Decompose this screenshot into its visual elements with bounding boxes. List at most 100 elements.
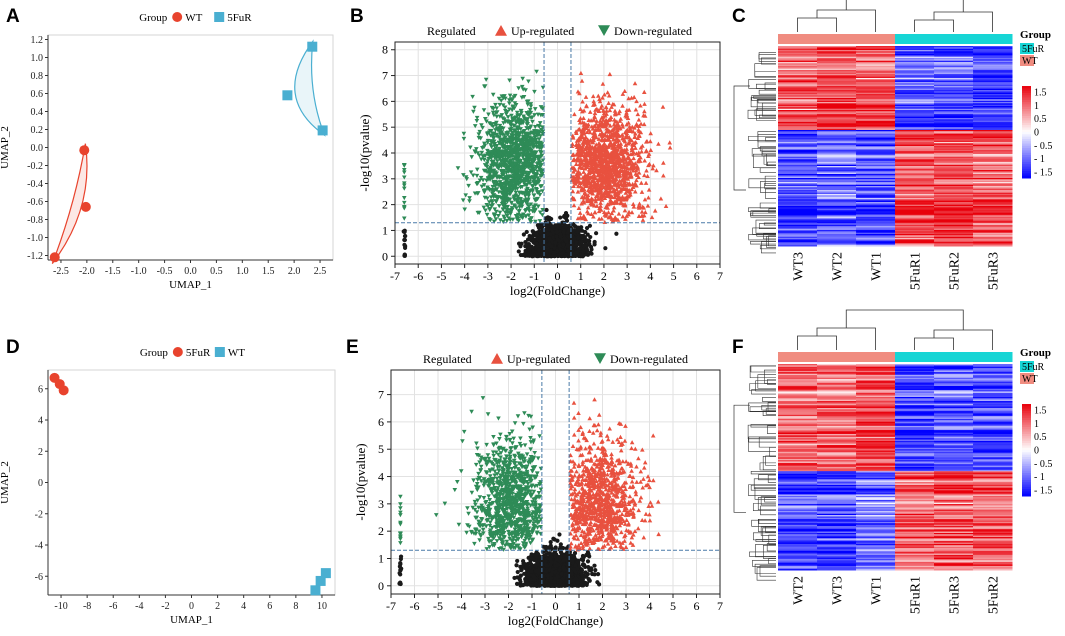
group-annotation-cell (856, 34, 896, 44)
panel-label-b: B (350, 6, 364, 27)
up-regulated-point (642, 122, 647, 126)
ns-point (573, 224, 577, 228)
data-point-square (318, 125, 328, 135)
ns-point (544, 208, 548, 212)
up-regulated-point (572, 203, 577, 207)
ns-point (555, 230, 559, 234)
down-regulated-point (508, 94, 513, 98)
cluster-hull (52, 144, 87, 264)
ns-point (562, 214, 566, 218)
volcano-chart-b: -7 -6 -5 -4 -3 -2 -1 0 1 2 3 4 5 6 7012345678log2(Fold… (357, 24, 723, 298)
legend-entry-down: Down-regulated (614, 24, 692, 38)
heatmap-c: WT3 WT2 WT1 5FuR1 5FuR2 5FuR3Group5FuRWT1.510… (734, 0, 1052, 290)
up-regulated-point (591, 94, 596, 98)
up-regulated-point (656, 142, 661, 146)
data-point-circle (81, 202, 91, 212)
legend-title: Regulated (427, 24, 476, 38)
up-regulated-point (637, 117, 642, 121)
x-tick-label: -2.0 (79, 266, 95, 277)
ns-point (585, 238, 589, 242)
x-axis-title: UMAP_1 (169, 279, 212, 291)
y-tick-label: 8 (382, 43, 388, 57)
data-point-circle (79, 145, 89, 155)
ns-point (580, 240, 584, 244)
down-regulated-point (538, 193, 543, 197)
ns-point (558, 224, 562, 228)
x-tick-label: 2 (601, 269, 607, 283)
x-tick-label: -1.5 (105, 266, 121, 277)
up-regulated-point (604, 105, 609, 109)
up-regulated-point (638, 103, 643, 107)
x-tick-label: 0.0 (184, 266, 197, 277)
up-regulated-point (634, 107, 639, 111)
down-regulated-point (469, 155, 474, 159)
data-point-square (282, 90, 292, 100)
down-regulated-point (471, 110, 476, 114)
y-axis-title: -log10(pvalue) (357, 114, 372, 191)
down-regulated-point (475, 119, 480, 123)
data-point-square (307, 42, 317, 52)
ns-point (574, 243, 578, 247)
plot-frame (48, 35, 333, 260)
down-regulated-point (541, 86, 546, 90)
ns-point (544, 250, 548, 254)
ns-point (548, 237, 552, 241)
legend-entry-up: Up-regulated (511, 24, 574, 38)
up-regulated-point (579, 71, 584, 75)
ns-point (522, 232, 526, 236)
up-regulated-point (637, 202, 642, 206)
ns-point (593, 240, 597, 244)
column-dendrogram-branch (934, 12, 993, 32)
down-regulated-point (482, 190, 487, 194)
y-tick-label: 0.8 (31, 71, 44, 82)
down-regulated-point (501, 121, 506, 125)
down-regulated-point (402, 187, 407, 191)
y-tick-label: -0.4 (27, 179, 43, 190)
ns-point (566, 228, 570, 232)
down-regulated-point (477, 154, 482, 158)
x-tick-label: -3 (483, 269, 493, 283)
figure: A B C D E F -2.5 -2.0 -1.5 -1.0 -0.5 0.0 0.5 1.… (0, 0, 1065, 636)
up-regulated-point (613, 215, 618, 219)
x-tick-label: 1.5 (262, 266, 275, 277)
x-tick-label: 2.5 (314, 266, 327, 277)
down-regulated-point (471, 174, 476, 178)
up-regulated-point (622, 89, 627, 93)
up-regulated-point (633, 81, 638, 85)
data-point-circle (50, 252, 60, 262)
group-annotation-cell (934, 34, 974, 44)
up-regulated-point (631, 156, 636, 160)
y-tick-label: 0 (382, 249, 388, 263)
panel-label-a: A (6, 6, 20, 27)
cluster-hull (295, 41, 325, 135)
x-tick-label: 3 (624, 269, 630, 283)
up-regulated-point (641, 218, 646, 222)
up-regulated-point (661, 105, 666, 109)
up-regulated-point (613, 109, 618, 113)
ns-point (534, 241, 538, 245)
legend-entry: 5FuR (227, 12, 252, 24)
ns-point (588, 235, 592, 239)
up-regulated-point (618, 117, 623, 121)
ns-point (536, 248, 540, 252)
down-regulated-point (462, 132, 467, 136)
x-tick-label: -6 (413, 269, 423, 283)
down-regulated-point (481, 178, 486, 182)
y-tick-label: 1.0 (31, 53, 44, 64)
panel-label-e: E (346, 337, 359, 358)
ns-point (582, 244, 586, 248)
up-regulated-point (640, 209, 645, 213)
down-regulated-point (532, 193, 537, 197)
ns-point (564, 225, 568, 229)
y-tick-label: 1.2 (31, 35, 44, 46)
up-regulated-point (630, 210, 635, 214)
ns-point (580, 229, 584, 233)
ns-point (539, 230, 543, 234)
up-regulated-point (631, 202, 636, 206)
ns-point (581, 253, 585, 257)
ns-point (529, 252, 533, 256)
y-tick-label: 5 (382, 120, 388, 134)
down-regulated-point (472, 106, 477, 110)
down-regulated-point (462, 137, 467, 141)
x-tick-label: 7 (717, 269, 723, 283)
